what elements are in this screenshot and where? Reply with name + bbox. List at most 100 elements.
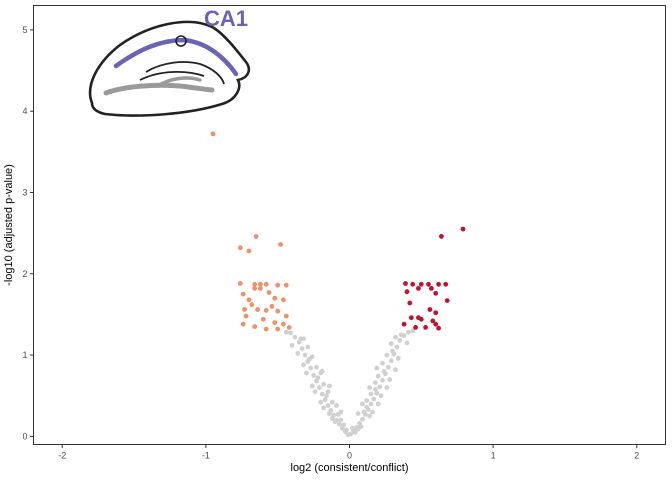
point-up-12 bbox=[444, 298, 450, 303]
dentate-gyrus-gray-curve-icon bbox=[156, 76, 202, 88]
point-non_significant-57 bbox=[373, 386, 378, 392]
point-non_significant-36 bbox=[292, 334, 298, 340]
point-up-16 bbox=[408, 315, 414, 321]
point-down-16 bbox=[272, 295, 278, 301]
point-down-5 bbox=[237, 281, 243, 286]
point-non_significant-93 bbox=[388, 341, 394, 347]
point-down-19 bbox=[269, 303, 275, 309]
point-up-18 bbox=[418, 316, 424, 322]
x-tick-label-0: 0 bbox=[347, 451, 352, 461]
point-non_significant-78 bbox=[283, 329, 289, 335]
point-non_significant-19 bbox=[374, 390, 380, 396]
point-up-21 bbox=[401, 321, 407, 327]
x-tick-label-2: 2 bbox=[634, 451, 639, 461]
point-non_significant-30 bbox=[302, 352, 308, 358]
point-down-14 bbox=[266, 290, 272, 295]
point-down-26 bbox=[260, 316, 266, 322]
point-up-15 bbox=[433, 310, 439, 316]
point-non_significant-103 bbox=[374, 365, 380, 371]
point-non_significant-60 bbox=[315, 375, 321, 381]
point-down-1 bbox=[253, 234, 259, 239]
point-down-24 bbox=[243, 313, 249, 319]
point-non_significant-91 bbox=[384, 352, 390, 358]
hippocampus-outline-icon bbox=[88, 20, 251, 117]
point-non_significant-83 bbox=[368, 391, 374, 397]
point-non_significant-65 bbox=[384, 385, 390, 390]
x-tick-label-1: 1 bbox=[491, 451, 496, 461]
point-non_significant-55 bbox=[370, 409, 375, 415]
point-non_significant-50 bbox=[329, 416, 335, 421]
point-non_significant-80 bbox=[329, 399, 335, 405]
point-up-3 bbox=[410, 281, 416, 287]
point-non_significant-48 bbox=[332, 419, 338, 425]
point-non_significant-95 bbox=[393, 334, 398, 340]
x-axis: -2 -1 0 1 2 bbox=[58, 444, 639, 461]
points-layer bbox=[210, 131, 466, 438]
hippocampus-inset: CA1 bbox=[88, 6, 251, 117]
ca1-region-icon bbox=[113, 37, 239, 77]
dentate-gyrus-inner-icon bbox=[145, 61, 225, 85]
point-down-21 bbox=[255, 307, 260, 312]
point-down-17 bbox=[281, 297, 286, 303]
point-non_significant-15 bbox=[368, 401, 374, 407]
point-up-6 bbox=[436, 281, 441, 287]
point-down-7 bbox=[258, 281, 263, 287]
point-non_significant-40 bbox=[344, 427, 349, 433]
point-down-27 bbox=[272, 320, 278, 325]
point-non_significant-32 bbox=[299, 346, 305, 351]
point-non_significant-98 bbox=[334, 403, 339, 408]
y-tick-label-3: 3 bbox=[22, 187, 27, 197]
point-non_significant-27 bbox=[385, 364, 391, 370]
point-non_significant-23 bbox=[380, 377, 385, 383]
point-non_significant-100 bbox=[327, 383, 332, 389]
point-non_significant-69 bbox=[390, 348, 395, 354]
point-non_significant-82 bbox=[325, 389, 331, 395]
point-up-14 bbox=[427, 307, 433, 312]
point-up-7 bbox=[443, 281, 449, 287]
point-non_significant-1 bbox=[348, 431, 354, 437]
point-non_significant-43 bbox=[352, 429, 358, 435]
y-axis-title: -log10 (adjusted p-value) bbox=[3, 164, 15, 286]
point-non_significant-33 bbox=[394, 344, 400, 350]
point-non_significant-44 bbox=[338, 417, 344, 423]
point-non_significant-9 bbox=[360, 416, 365, 422]
point-non_significant-74 bbox=[295, 351, 301, 356]
point-up-11 bbox=[433, 290, 439, 296]
point-non_significant-99 bbox=[360, 401, 365, 407]
y-tick-label-1: 1 bbox=[22, 350, 27, 360]
point-non_significant-75 bbox=[398, 332, 404, 338]
point-non_significant-35 bbox=[397, 338, 403, 343]
point-down-0 bbox=[210, 131, 216, 137]
point-up-20 bbox=[433, 321, 439, 327]
point-non_significant-77 bbox=[404, 340, 410, 346]
point-down-32 bbox=[275, 326, 281, 332]
point-down-28 bbox=[281, 321, 286, 327]
point-non_significant-49 bbox=[361, 409, 367, 415]
point-non_significant-42 bbox=[341, 422, 347, 428]
point-non_significant-94 bbox=[301, 336, 306, 342]
point-down-13 bbox=[240, 291, 246, 297]
point-non_significant-39 bbox=[406, 329, 411, 335]
point-non_significant-56 bbox=[321, 405, 326, 411]
point-up-23 bbox=[423, 325, 428, 330]
y-tick-label-5: 5 bbox=[22, 25, 27, 35]
dentate-gyrus-gray-band-icon bbox=[103, 82, 215, 96]
point-non_significant-38 bbox=[288, 330, 293, 336]
point-down-33 bbox=[286, 325, 292, 330]
point-non_significant-53 bbox=[367, 413, 372, 419]
point-non_significant-71 bbox=[393, 367, 398, 373]
point-non_significant-47 bbox=[358, 424, 364, 429]
point-down-9 bbox=[275, 282, 281, 288]
y-tick-label-2: 2 bbox=[22, 269, 27, 279]
point-non_significant-84 bbox=[321, 381, 326, 387]
y-tick-label-4: 4 bbox=[22, 106, 27, 116]
point-non_significant-89 bbox=[380, 360, 385, 366]
point-non_significant-20 bbox=[316, 385, 322, 390]
point-non_significant-59 bbox=[375, 401, 381, 407]
point-non_significant-18 bbox=[319, 391, 325, 397]
point-down-20 bbox=[242, 307, 248, 312]
point-non_significant-87 bbox=[375, 373, 381, 379]
point-up-1 bbox=[439, 234, 444, 239]
point-non_significant-24 bbox=[311, 373, 316, 378]
